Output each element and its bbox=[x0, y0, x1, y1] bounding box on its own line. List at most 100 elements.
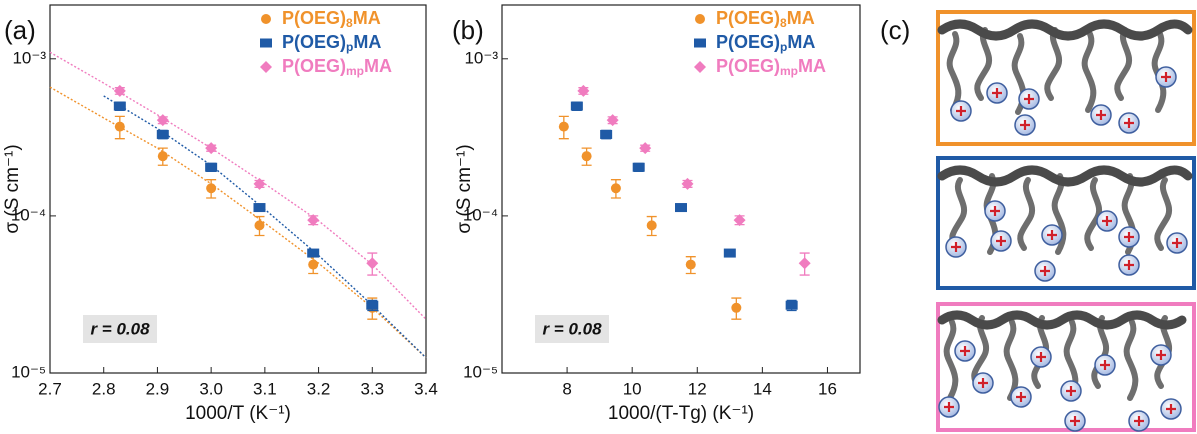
legend-label: P(OEG)pMA bbox=[282, 32, 381, 54]
ion bbox=[983, 199, 1007, 223]
ion bbox=[1013, 113, 1037, 137]
legend-marker bbox=[695, 14, 705, 24]
marker bbox=[113, 101, 126, 111]
marker bbox=[260, 38, 272, 48]
ion bbox=[1149, 343, 1173, 367]
marker bbox=[260, 61, 272, 73]
x-tick-label: 3.2 bbox=[307, 379, 331, 398]
marker bbox=[253, 177, 266, 190]
ion bbox=[953, 339, 977, 363]
backbone bbox=[937, 165, 1193, 187]
ion bbox=[1117, 111, 1141, 135]
panel-label: (c) bbox=[880, 15, 910, 45]
marker bbox=[366, 257, 379, 270]
plot-frame bbox=[501, 4, 861, 374]
marker bbox=[694, 38, 706, 48]
ion bbox=[1093, 353, 1117, 377]
marker bbox=[798, 257, 811, 270]
series bbox=[558, 115, 742, 320]
ion bbox=[1040, 223, 1064, 247]
plot-frame bbox=[49, 4, 427, 374]
annotation: r = 0.08 bbox=[542, 319, 602, 338]
series bbox=[570, 101, 798, 312]
marker bbox=[261, 14, 271, 24]
marker bbox=[685, 259, 696, 270]
legend-marker bbox=[260, 38, 272, 48]
y-axis-label: σ (S cm⁻¹) bbox=[454, 144, 475, 233]
ion bbox=[949, 99, 973, 123]
legend-marker bbox=[694, 38, 706, 48]
marker bbox=[308, 259, 319, 270]
y-tick-label: 10⁻³ bbox=[464, 48, 498, 67]
annotation: r = 0.08 bbox=[90, 319, 150, 338]
marker bbox=[254, 220, 265, 231]
ion bbox=[1095, 209, 1119, 233]
marker bbox=[156, 114, 169, 127]
marker bbox=[681, 177, 694, 190]
panel-label: (b) bbox=[452, 15, 484, 45]
ion bbox=[1117, 253, 1141, 277]
x-tick-label: 2.8 bbox=[92, 379, 116, 398]
ion bbox=[1127, 409, 1151, 433]
marker bbox=[646, 220, 657, 231]
diagram-pink bbox=[936, 302, 1196, 433]
x-tick-label: 10 bbox=[623, 379, 642, 398]
marker bbox=[577, 84, 590, 97]
x-tick-label: 8 bbox=[562, 379, 571, 398]
fit-line bbox=[49, 86, 427, 359]
x-tick-label: 2.9 bbox=[146, 379, 170, 398]
y-tick-label: 10⁻³ bbox=[12, 48, 46, 67]
ion bbox=[1117, 225, 1141, 249]
marker bbox=[558, 121, 569, 132]
ion bbox=[971, 371, 995, 395]
backbone bbox=[937, 310, 1187, 330]
marker bbox=[785, 300, 798, 310]
ion bbox=[1089, 103, 1113, 127]
marker bbox=[600, 129, 613, 139]
ion bbox=[937, 395, 961, 419]
legend-label: P(OEG)mpMA bbox=[716, 56, 826, 78]
diagram-orange bbox=[936, 10, 1196, 146]
ion bbox=[1154, 65, 1178, 89]
y-tick-label: 10⁻⁵ bbox=[11, 362, 46, 381]
marker bbox=[581, 151, 592, 162]
ion bbox=[1159, 397, 1183, 421]
legend-marker bbox=[261, 14, 271, 24]
marker bbox=[639, 142, 652, 155]
y-tick-label: 10⁻⁵ bbox=[463, 362, 498, 381]
x-tick-label: 3.4 bbox=[414, 379, 438, 398]
marker bbox=[695, 14, 705, 24]
ion bbox=[944, 235, 968, 259]
marker bbox=[157, 151, 168, 162]
panel-label: (a) bbox=[4, 15, 36, 45]
marker bbox=[113, 84, 126, 97]
x-tick-label: 3.1 bbox=[253, 379, 277, 398]
fit-line bbox=[49, 51, 427, 320]
marker bbox=[307, 248, 320, 258]
marker bbox=[694, 61, 706, 73]
ion bbox=[1033, 259, 1057, 283]
backbone bbox=[937, 19, 1193, 41]
ion bbox=[1017, 87, 1041, 111]
x-axis-label: 1000/(T-Tg) (K⁻¹) bbox=[608, 403, 754, 424]
x-tick-label: 3.3 bbox=[360, 379, 384, 398]
marker bbox=[205, 162, 218, 172]
marker bbox=[114, 121, 125, 132]
ion bbox=[1009, 385, 1033, 409]
ion bbox=[985, 81, 1009, 105]
series bbox=[114, 115, 378, 320]
x-tick-label: 14 bbox=[753, 379, 772, 398]
annotation-box bbox=[83, 315, 157, 343]
marker bbox=[156, 129, 169, 139]
legend-label: P(OEG)mpMA bbox=[282, 56, 392, 78]
ion bbox=[1063, 409, 1087, 433]
x-tick-label: 3.0 bbox=[199, 379, 223, 398]
marker bbox=[205, 142, 218, 155]
legend-label: P(OEG)pMA bbox=[716, 32, 815, 54]
ion bbox=[989, 229, 1013, 253]
series bbox=[113, 84, 379, 276]
marker bbox=[723, 248, 736, 258]
ion bbox=[1029, 345, 1053, 369]
x-tick-label: 2.7 bbox=[38, 379, 62, 398]
